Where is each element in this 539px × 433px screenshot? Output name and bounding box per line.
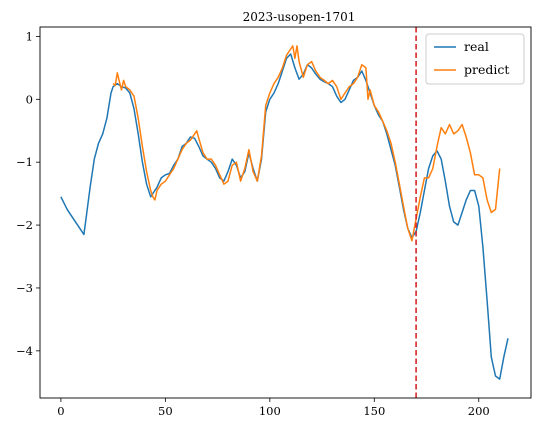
- plot-area: [39, 26, 532, 399]
- x-tick-label: 150: [363, 404, 385, 418]
- x-tick-label: 100: [259, 404, 281, 418]
- y-tick-label: −1: [16, 155, 33, 169]
- y-tick-label: −2: [16, 218, 33, 232]
- series-line-real: [60, 53, 509, 380]
- chart-title: 2023-usopen-1701: [243, 10, 356, 24]
- y-tick-label: 1: [26, 29, 33, 43]
- y-tick-label: −3: [16, 281, 33, 295]
- axis-ticks: 0 50 100 150 200 −4 −3 −2 −1 0 1: [16, 29, 490, 418]
- legend: real predict: [425, 33, 525, 85]
- y-tick-label: −4: [16, 344, 33, 358]
- legend-label-predict: predict: [464, 62, 509, 77]
- plot-frame: [39, 26, 532, 399]
- x-tick-label: 50: [158, 404, 173, 418]
- x-tick-label: 200: [468, 404, 490, 418]
- y-tick-label: 0: [26, 92, 33, 106]
- legend-label-real: real: [464, 39, 489, 54]
- x-tick-label: 0: [57, 404, 64, 418]
- series-line-predict: [112, 45, 501, 242]
